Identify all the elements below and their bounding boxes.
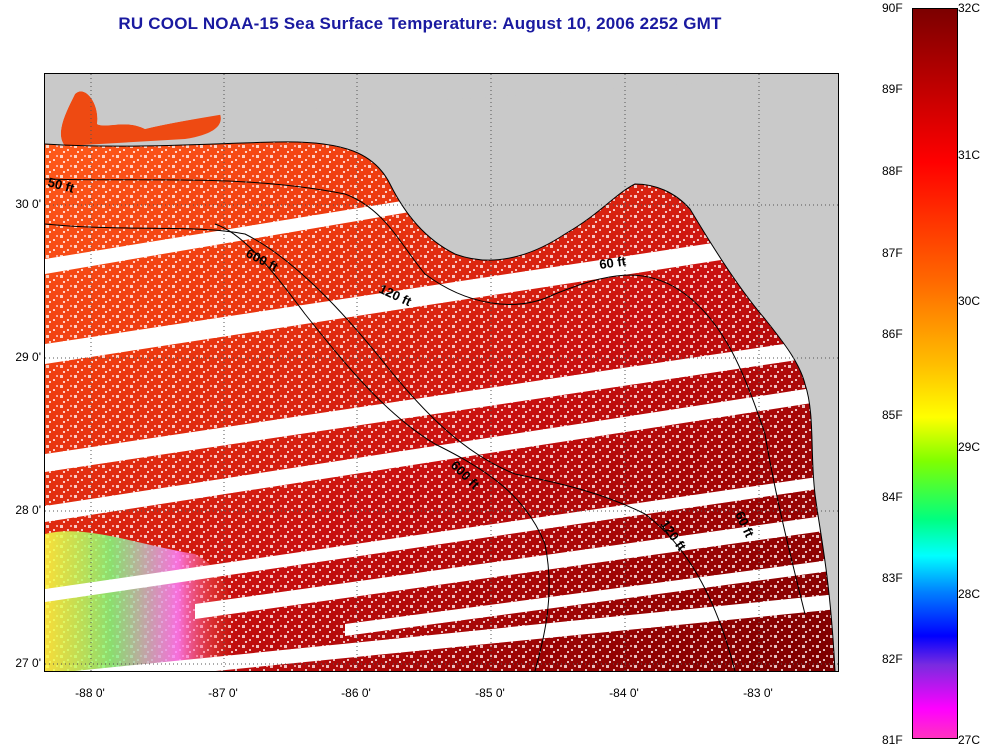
- colorbar-c-label: 28C: [958, 587, 981, 601]
- longitude-label: -88 0': [75, 686, 105, 700]
- colorbar-c-label: 31C: [958, 148, 981, 162]
- land-north: [45, 74, 838, 146]
- colorbar-f-label: 84F: [882, 490, 903, 504]
- colorbar-c-label: 29C: [958, 440, 981, 454]
- longitude-label: -87 0': [208, 686, 238, 700]
- graticule: [45, 74, 838, 671]
- colorbar-c-label: 27C: [958, 733, 981, 747]
- depth-contours: [45, 178, 806, 671]
- cool-water-patch: [45, 531, 235, 671]
- contour-label: 50 ft: [46, 174, 76, 196]
- colorbar-c-label: 30C: [958, 294, 981, 308]
- latitude-label: 27 0': [15, 656, 41, 670]
- latitude-label: 29 0': [15, 350, 41, 364]
- sst-map-canvas: 50 ft 600 ft 120 ft 60 ft 600 ft 120 ft …: [45, 74, 838, 671]
- longitude-label: -86 0': [341, 686, 371, 700]
- map-title: RU COOL NOAA-15 Sea Surface Temperature:…: [118, 14, 722, 33]
- longitude-label: -84 0': [609, 686, 639, 700]
- colorbar-f-label: 88F: [882, 164, 903, 178]
- colorbar-f-label: 85F: [882, 408, 903, 422]
- swath-gaps: [45, 194, 838, 671]
- colorbar-c-label: 32C: [958, 1, 981, 15]
- coastline: [45, 141, 836, 671]
- colorbar-f-label: 87F: [882, 246, 903, 260]
- latitude-label: 28 0': [15, 503, 41, 517]
- longitude-label: -85 0': [475, 686, 505, 700]
- colorbar-f-label: 81F: [882, 733, 903, 747]
- sst-map[interactable]: 50 ft 600 ft 120 ft 60 ft 600 ft 120 ft …: [44, 73, 839, 672]
- colorbar-f-label: 89F: [882, 82, 903, 96]
- land-florida: [225, 74, 838, 671]
- colorbar-f-label: 90F: [882, 1, 903, 15]
- contour-label: 60 ft: [598, 253, 627, 272]
- latitude-label: 30 0': [15, 197, 41, 211]
- bay-water: [60, 91, 221, 146]
- colorbar-f-label: 82F: [882, 652, 903, 666]
- colorbar-f-label: 83F: [882, 571, 903, 585]
- temperature-colorbar: [912, 8, 958, 739]
- colorbar-f-label: 86F: [882, 327, 903, 341]
- longitude-label: -83 0': [743, 686, 773, 700]
